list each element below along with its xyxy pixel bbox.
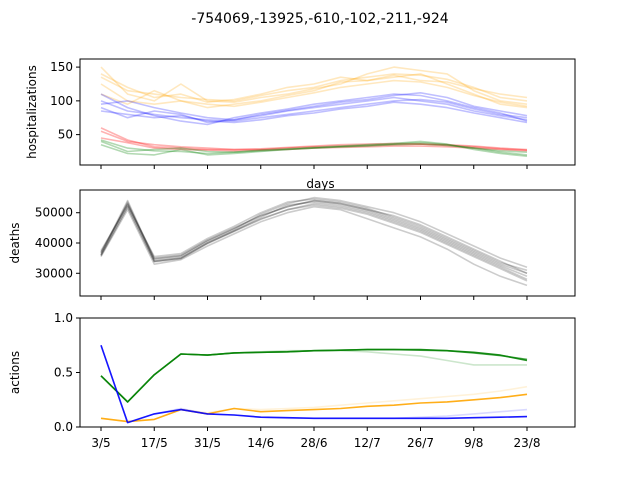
hospitalizations-y-tick-label-1: 100 [50, 94, 73, 108]
chart-suptitle: -754069,-13925,-610,-102,-211,-924 [191, 11, 449, 27]
hospitalizations-series-line-13 [100, 140, 528, 153]
actions-y-tick-label-2: 1.0 [54, 311, 73, 325]
deaths-y-tick-label-2: 50000 [35, 206, 73, 220]
hospitalizations-series-line-6 [100, 96, 528, 124]
hospitalizations-series-line-12 [100, 127, 528, 151]
actions-y-axis-label: actions [8, 351, 22, 394]
hospitalizations-series-line-0 [100, 73, 528, 102]
actions-series-line-3 [100, 385, 528, 423]
deaths-series-line-7 [100, 204, 528, 282]
hospitalizations-x-axis-label: days [306, 177, 334, 191]
hospitalizations-series-line-1 [100, 66, 528, 105]
hospitalizations-y-axis-label: hospitalizations [25, 65, 39, 159]
actions-series-line-6 [100, 345, 528, 424]
deaths-series-line-5 [100, 201, 528, 278]
deaths-y-axis-label: deaths [8, 223, 22, 264]
x-tick-label-4: 28/6 [301, 436, 328, 450]
deaths-series-line-4 [100, 198, 528, 272]
hospitalizations-series-line-10 [100, 130, 528, 151]
hospitalizations-y-tick-label-2: 150 [50, 60, 73, 74]
hospitalizations-panel: 50 100 150 hospitalizations days [25, 58, 576, 191]
hospitalizations-series-line-14 [100, 141, 528, 156]
hospitalizations-series-line-15 [100, 139, 528, 157]
hospitalizations-series-line-2 [100, 73, 528, 109]
hospitalizations-series-line-8 [100, 101, 528, 124]
actions-series-line-0 [100, 349, 527, 403]
actions-y-tick-label-1: 0.5 [54, 366, 73, 380]
x-tick-label-6: 26/7 [407, 436, 434, 450]
actions-y-tick-label-0: 0.0 [54, 420, 73, 434]
actions-series-line-2 [100, 348, 528, 403]
hospitalizations-series-line-4 [100, 79, 528, 108]
deaths-series-line-3 [100, 196, 528, 268]
deaths-panel: 30000 40000 50000 deaths [8, 189, 576, 300]
x-tick-label-2: 31/5 [194, 436, 221, 450]
actions-axes-frame [79, 317, 576, 428]
deaths-series-line-2 [100, 205, 528, 287]
actions-series-line-5 [100, 345, 528, 424]
deaths-series-line-1 [100, 199, 528, 275]
hospitalizations-axes-frame [79, 58, 576, 166]
hospitalizations-series-line-9 [100, 92, 528, 121]
x-tick-label-3: 14/6 [247, 436, 274, 450]
x-tick-label-5: 12/7 [354, 436, 381, 450]
actions-panel: 0.0 0.5 1.0 actions 3/5 17/5 31/5 14/6 28/6 12/7 2… [8, 311, 576, 450]
deaths-y-tick-label-1: 40000 [35, 236, 73, 250]
actions-series-line-4 [100, 393, 528, 423]
x-tick-label-1: 17/5 [141, 436, 168, 450]
hospitalizations-series-line-5 [100, 98, 528, 122]
deaths-series-line-6 [100, 199, 528, 275]
deaths-series-line-0 [100, 202, 528, 281]
deaths-y-tick-label-0: 30000 [35, 266, 73, 280]
hospitalizations-series-line-3 [100, 73, 528, 103]
x-tick-label-0: 3/5 [91, 436, 110, 450]
actions-series-line-1 [100, 348, 528, 403]
x-tick-label-7: 9/8 [464, 436, 483, 450]
hospitalizations-series-line-11 [100, 137, 528, 152]
x-tick-label-8: 23/8 [514, 436, 541, 450]
hospitalizations-series-line-7 [100, 93, 528, 126]
hospitalizations-y-tick-label-0: 50 [58, 128, 73, 142]
